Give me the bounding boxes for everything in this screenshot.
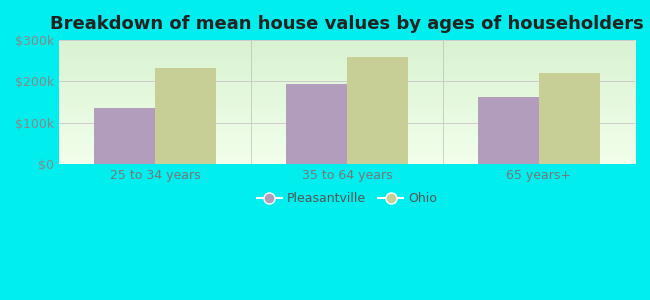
- Bar: [94, 108, 155, 164]
- Bar: [478, 97, 539, 164]
- Bar: [347, 58, 408, 164]
- Bar: [539, 73, 601, 164]
- Title: Breakdown of mean house values by ages of householders: Breakdown of mean house values by ages o…: [50, 15, 644, 33]
- Bar: [285, 84, 347, 164]
- Legend: Pleasantville, Ohio: Pleasantville, Ohio: [252, 187, 442, 210]
- Bar: [155, 68, 216, 164]
